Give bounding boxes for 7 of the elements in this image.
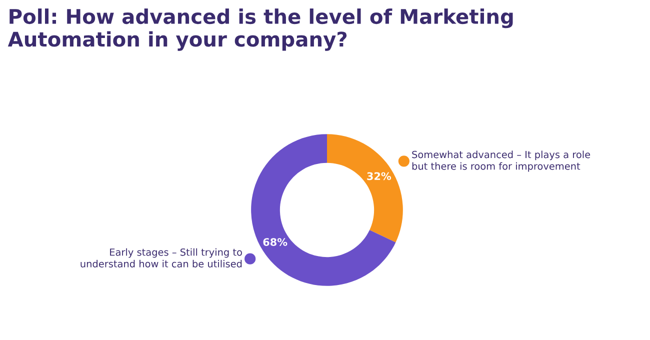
- data-label: 32%: [367, 172, 392, 180]
- donut-slice: [251, 134, 396, 286]
- chart-title: Poll: How advanced is the level of Marketing Automation in your company?: [8, 8, 513, 51]
- legend-label: Somewhat advanced – It plays a role but there is room for improvement: [412, 150, 590, 172]
- data-label: 68%: [263, 238, 288, 246]
- slice-label: Early stages – Still trying to understand how it can be utilised: [80, 248, 242, 268]
- donut-slice: [327, 134, 403, 242]
